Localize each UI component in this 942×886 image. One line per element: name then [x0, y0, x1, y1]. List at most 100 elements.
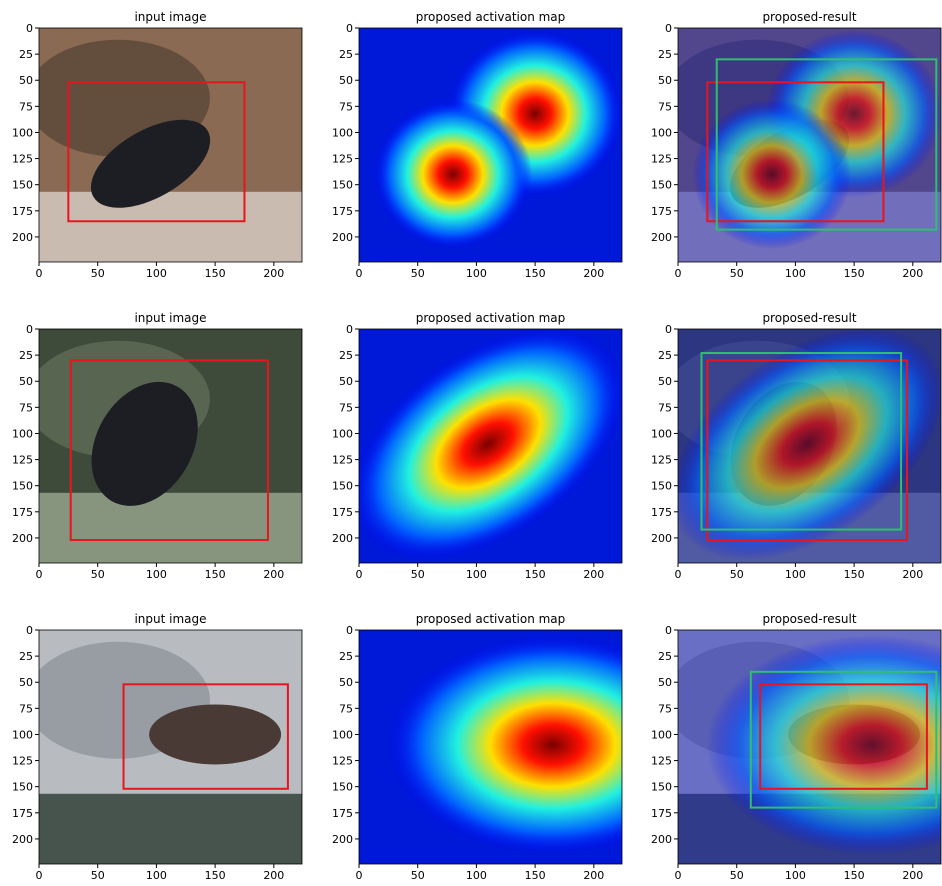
y-tick-label: 100: [332, 728, 353, 741]
x-tick-label: 200: [263, 568, 284, 581]
x-tick-label: 50: [91, 568, 105, 581]
y-tick-label: 200: [12, 231, 33, 244]
x-tick-label: 50: [411, 267, 425, 280]
y-tick-label: 150: [651, 179, 672, 192]
y-tick-label: 50: [339, 676, 353, 689]
y-tick-label: 125: [12, 153, 33, 166]
x-tick-label: 100: [466, 869, 487, 882]
subplot-title: input image: [134, 311, 206, 325]
photo-lower: [39, 192, 302, 262]
y-tick-label: 175: [332, 506, 353, 519]
y-tick-label: 150: [651, 480, 672, 493]
y-tick-label: 75: [339, 100, 353, 113]
y-tick-label: 175: [651, 807, 672, 820]
image: [359, 28, 623, 262]
heat-blob: [388, 635, 718, 855]
y-tick-label: 50: [658, 375, 672, 388]
y-tick-label: 175: [651, 205, 672, 218]
y-tick-label: 50: [658, 74, 672, 87]
subplot: proposed activation map05010015020002550…: [332, 10, 623, 280]
x-tick-label: 200: [583, 568, 604, 581]
y-tick-label: 125: [332, 454, 353, 467]
y-tick-label: 200: [12, 833, 33, 846]
x-tick-label: 150: [844, 869, 865, 882]
photo-lower: [39, 493, 302, 563]
x-tick-label: 100: [785, 267, 806, 280]
x-tick-label: 200: [263, 267, 284, 280]
x-tick-label: 200: [902, 568, 923, 581]
x-tick-label: 150: [205, 568, 226, 581]
x-tick-label: 150: [844, 568, 865, 581]
x-tick-label: 100: [146, 267, 167, 280]
y-tick-label: 50: [658, 676, 672, 689]
image: [26, 329, 302, 563]
y-tick-label: 175: [12, 807, 33, 820]
x-tick-label: 150: [205, 267, 226, 280]
x-tick-label: 200: [902, 267, 923, 280]
x-tick-label: 50: [411, 869, 425, 882]
subplot: proposed-result0501001502000255075100125…: [651, 10, 942, 280]
y-tick-label: 125: [12, 454, 33, 467]
x-tick-label: 0: [356, 267, 363, 280]
y-tick-label: 75: [658, 401, 672, 414]
y-tick-label: 150: [12, 179, 33, 192]
y-tick-label: 0: [665, 323, 672, 336]
y-tick-label: 175: [332, 807, 353, 820]
y-tick-label: 0: [665, 624, 672, 637]
y-tick-label: 150: [12, 781, 33, 794]
x-tick-label: 100: [785, 869, 806, 882]
y-tick-label: 0: [665, 22, 672, 35]
x-tick-label: 150: [525, 267, 546, 280]
y-tick-label: 150: [332, 480, 353, 493]
y-tick-label: 125: [332, 153, 353, 166]
image: [26, 28, 302, 262]
y-tick-label: 175: [651, 506, 672, 519]
x-tick-label: 150: [525, 869, 546, 882]
x-tick-label: 100: [146, 869, 167, 882]
y-tick-label: 200: [651, 532, 672, 545]
y-tick-label: 125: [12, 755, 33, 768]
x-tick-label: 50: [411, 568, 425, 581]
y-tick-label: 75: [339, 401, 353, 414]
y-tick-label: 75: [339, 702, 353, 715]
y-tick-label: 150: [651, 781, 672, 794]
y-tick-label: 200: [332, 532, 353, 545]
subplot-title: proposed activation map: [416, 612, 566, 626]
y-tick-label: 50: [339, 375, 353, 388]
subplot: input image05010015020002550751001251501…: [12, 311, 302, 581]
y-tick-label: 25: [339, 349, 353, 362]
y-tick-label: 75: [658, 100, 672, 113]
y-tick-label: 200: [12, 532, 33, 545]
y-tick-label: 150: [332, 781, 353, 794]
y-tick-label: 100: [12, 126, 33, 139]
y-tick-label: 25: [19, 349, 33, 362]
y-tick-label: 25: [19, 48, 33, 61]
y-tick-label: 100: [651, 126, 672, 139]
y-tick-label: 50: [339, 74, 353, 87]
x-tick-label: 0: [36, 869, 43, 882]
y-tick-label: 125: [651, 153, 672, 166]
y-tick-label: 25: [658, 48, 672, 61]
y-tick-label: 150: [332, 179, 353, 192]
x-tick-label: 100: [466, 568, 487, 581]
photo-lower: [39, 794, 302, 864]
subplot-title: proposed-result: [762, 311, 856, 325]
y-tick-label: 75: [19, 702, 33, 715]
subplot: input image05010015020002550751001251501…: [12, 612, 302, 882]
y-tick-label: 25: [658, 349, 672, 362]
y-tick-label: 25: [658, 650, 672, 663]
y-tick-label: 0: [26, 624, 33, 637]
y-tick-label: 50: [19, 74, 33, 87]
y-tick-label: 0: [26, 323, 33, 336]
image: [665, 630, 942, 864]
x-tick-label: 200: [583, 267, 604, 280]
y-tick-label: 175: [12, 205, 33, 218]
y-tick-label: 0: [346, 323, 353, 336]
x-tick-label: 150: [844, 267, 865, 280]
y-tick-label: 125: [651, 454, 672, 467]
subplot-title: proposed-result: [762, 612, 856, 626]
y-tick-label: 25: [339, 48, 353, 61]
y-tick-label: 100: [12, 728, 33, 741]
x-tick-label: 0: [675, 568, 682, 581]
